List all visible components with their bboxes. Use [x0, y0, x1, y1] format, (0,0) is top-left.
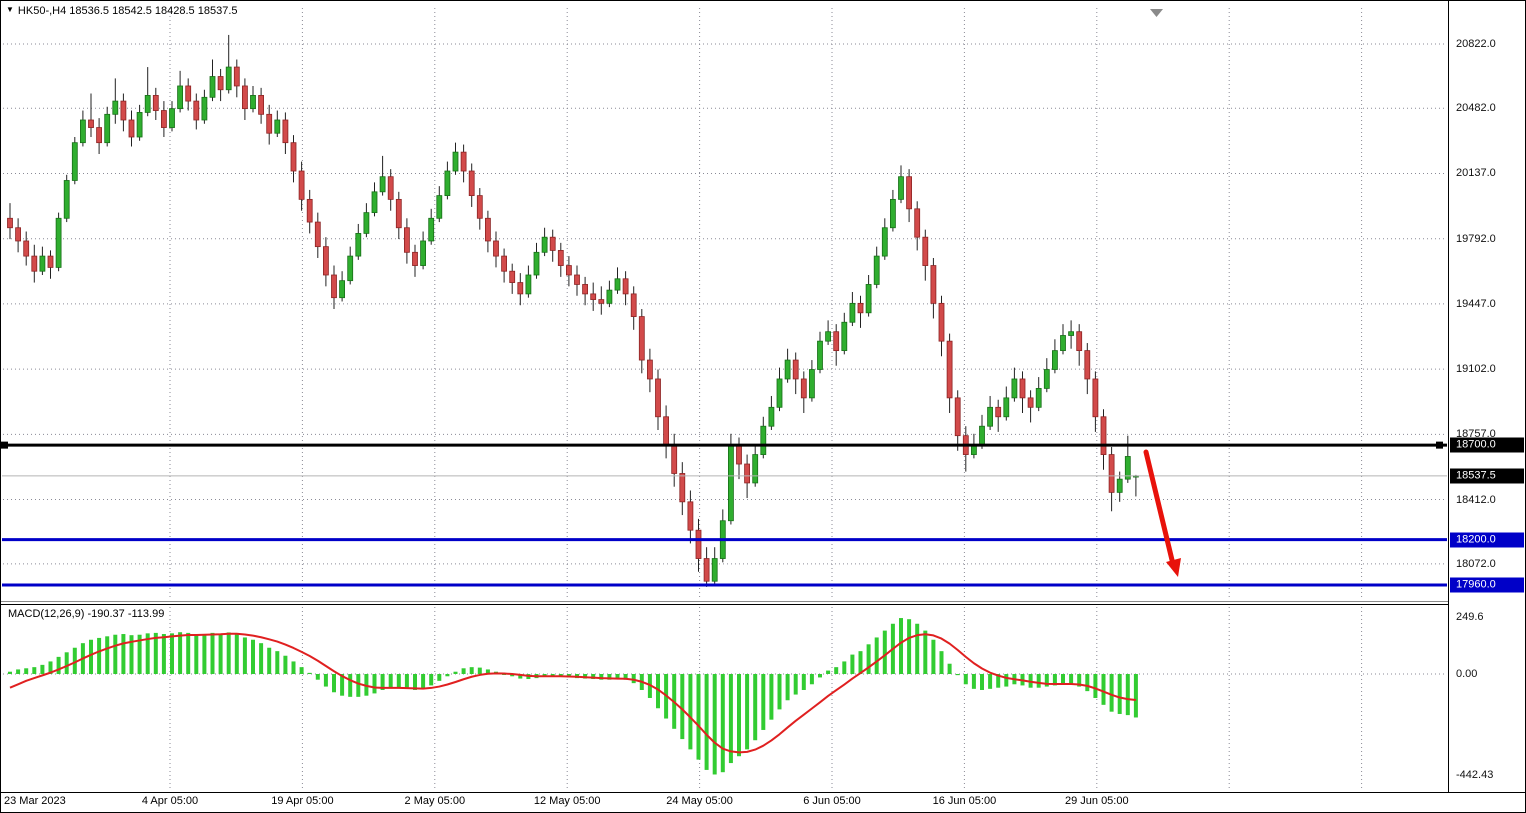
horizontal-level-lines[interactable] — [1, 441, 1447, 587]
time-axis-label: 23 Mar 2023 — [4, 795, 66, 807]
price-tick-label: 20482.0 — [1456, 102, 1496, 115]
macd-signal-line[interactable] — [9, 632, 1137, 754]
macd-tick-label: -442.43 — [1456, 769, 1494, 782]
macd-indicator-label: MACD(12,26,9) -190.37 -113.99 — [8, 608, 165, 620]
last-bar-marker[interactable] — [1150, 9, 1163, 17]
price-tick-label: 20822.0 — [1456, 38, 1496, 50]
time-axis-label: 4 Apr 05:00 — [141, 795, 199, 807]
price-tick-label: 20137.0 — [1456, 167, 1496, 180]
price-badge: 18537.5 — [1450, 468, 1524, 484]
dropdown-arrow-icon: ▼ — [6, 5, 14, 14]
candlestick-series[interactable] — [7, 34, 1139, 587]
price-tick-label: 19102.0 — [1456, 363, 1496, 376]
macd-histogram[interactable] — [8, 618, 1138, 775]
time-axis-label: 19 Apr 05:00 — [271, 795, 334, 807]
time-axis-label: 6 Jun 05:00 — [803, 795, 861, 807]
price-tick-label: 19792.0 — [1456, 232, 1496, 245]
price-tick-label: 18412.0 — [1456, 493, 1496, 506]
time-axis-label: 12 May 05:00 — [533, 795, 601, 807]
time-axis-label: 24 May 05:00 — [666, 795, 733, 807]
trend-arrow[interactable] — [1143, 449, 1181, 577]
trendline-handle[interactable] — [1, 441, 8, 449]
time-axis-label: 16 Jun 05:00 — [932, 795, 997, 807]
macd-tick-label: 249.6 — [1456, 610, 1484, 623]
price-badge: 17960.0 — [1450, 577, 1524, 593]
price-badge: 18200.0 — [1450, 532, 1524, 548]
price-tick-label: 18072.0 — [1456, 557, 1496, 570]
price-tick-label: 19447.0 — [1456, 297, 1496, 310]
symbol-ohlc-text: HK50-,H4 18536.5 18542.5 18428.5 18537.5 — [17, 5, 238, 17]
trendline-handle[interactable] — [1436, 441, 1443, 449]
time-axis[interactable]: 23 Mar 2023 4 Apr 05:00 19 Apr 05:00 2 May … — [0, 792, 1449, 813]
price-badge: 18700.0 — [1450, 437, 1524, 453]
symbol-info: ▼ HK50-,H4 18536.5 18542.5 18428.5 18537.… — [6, 5, 238, 17]
macd-tick-label: 0.00 — [1456, 668, 1478, 680]
time-axis-label: 2 May 05:00 — [404, 795, 466, 807]
time-axis-label: 29 Jun 05:00 — [1064, 795, 1129, 807]
price-axis[interactable]: 20822.0 20482.0 20137.0 19792.0 19447.0 19102… — [1449, 0, 1526, 792]
price-tick-label: 18757.0 — [1456, 428, 1496, 441]
